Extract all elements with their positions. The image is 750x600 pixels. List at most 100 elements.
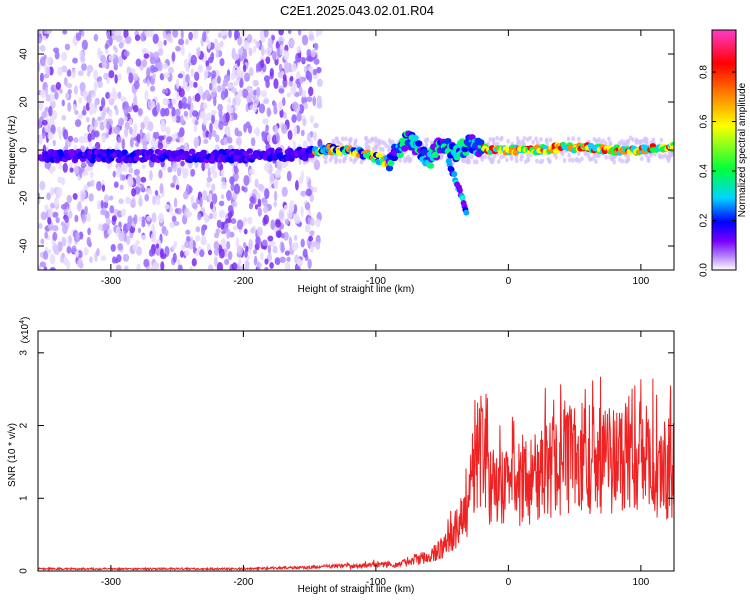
noise-speckle (226, 228, 231, 239)
noise-speckle (39, 56, 46, 67)
noise-speckle (126, 221, 131, 231)
noise-speckle (132, 243, 139, 252)
x-tick-label: 100 (633, 276, 650, 287)
ridge-cell (387, 159, 395, 167)
ridge-halo (352, 159, 356, 165)
noise-speckle (279, 256, 286, 263)
noise-speckle (253, 128, 260, 136)
noise-speckle (202, 31, 207, 43)
noise-speckle (171, 244, 177, 250)
noise-speckle (235, 137, 242, 146)
noise-speckle (204, 89, 211, 99)
noise-speckle (288, 236, 292, 247)
y-tick-label: 20 (19, 96, 30, 108)
noise-speckle (114, 74, 118, 84)
ridge-cell (174, 156, 182, 162)
ridge-halo (571, 136, 575, 142)
ridge-halo (519, 156, 523, 162)
noise-speckle (84, 166, 89, 176)
noise-speckle (305, 175, 310, 182)
noise-speckle (104, 43, 109, 50)
ridge-halo (406, 154, 410, 160)
noise-speckle (121, 138, 125, 150)
noise-speckle (158, 212, 164, 224)
noise-speckle (67, 88, 72, 95)
noise-speckle (298, 76, 304, 84)
noise-speckle (135, 58, 142, 67)
y-tick-label: 0 (19, 147, 30, 153)
ridge-halo (368, 138, 372, 144)
ridge-halo (364, 135, 369, 141)
noise-speckle (39, 134, 43, 146)
noise-speckle (173, 220, 180, 227)
noise-speckle (231, 262, 238, 270)
noise-speckle (185, 229, 191, 235)
noise-speckle (138, 216, 143, 222)
noise-speckle (216, 262, 224, 270)
noise-speckle (141, 220, 146, 228)
noise-speckle (104, 48, 109, 55)
noise-speckle (284, 261, 291, 270)
noise-speckle (255, 40, 260, 49)
noise-speckle (88, 101, 94, 110)
noise-speckle (261, 130, 267, 138)
noise-speckle (230, 87, 237, 93)
noise-speckle (60, 177, 66, 186)
noise-speckle (120, 208, 126, 217)
noise-speckle (93, 80, 98, 92)
noise-speckle (312, 96, 317, 107)
noise-speckle (281, 123, 288, 135)
noise-speckle (315, 241, 321, 250)
noise-speckle (97, 80, 103, 89)
noise-speckle (57, 126, 61, 135)
noise-speckle (286, 256, 291, 262)
noise-speckle (300, 206, 304, 218)
noise-speckle (96, 181, 102, 192)
ridge-halo (499, 154, 503, 160)
noise-speckle (39, 89, 47, 98)
noise-speckle (264, 258, 269, 265)
noise-speckle (232, 53, 240, 61)
noise-speckle (238, 89, 243, 98)
snr-multiplier: (x104) (19, 317, 31, 344)
noise-speckle (87, 132, 92, 142)
ridge-halo (528, 135, 532, 141)
noise-speckle (180, 250, 184, 258)
ridge-halo (353, 138, 358, 144)
noise-speckle (263, 49, 268, 55)
noise-speckle (200, 111, 207, 119)
noise-speckle (100, 255, 107, 262)
noise-speckle (74, 214, 79, 223)
noise-speckle (209, 166, 215, 175)
noise-speckle (42, 35, 47, 41)
noise-speckle (312, 186, 318, 193)
noise-speckle (284, 250, 290, 256)
ridge-halo (638, 139, 642, 145)
noise-speckle (211, 83, 218, 94)
noise-speckle (227, 83, 234, 89)
noise-speckle (195, 234, 201, 242)
noise-speckle (118, 117, 125, 127)
noise-speckle (286, 92, 292, 98)
noise-speckle (62, 30, 68, 35)
noise-speckle (67, 135, 74, 142)
noise-speckle (89, 256, 93, 263)
noise-speckle (133, 214, 138, 225)
ridge-halo (335, 136, 340, 142)
noise-speckle (270, 219, 276, 230)
noise-speckle (294, 242, 299, 250)
ridge-halo (522, 135, 527, 141)
noise-speckle (283, 50, 290, 61)
noise-speckle (209, 122, 213, 133)
ridge-halo (626, 156, 631, 162)
noise-speckle (264, 188, 270, 200)
noise-speckle (213, 241, 220, 250)
noise-speckle (152, 33, 159, 44)
ridge-halo (509, 154, 514, 160)
ridge-halo (612, 159, 617, 165)
noise-speckle (254, 255, 258, 266)
noise-speckle (276, 47, 281, 57)
noise-speckle (298, 86, 303, 97)
noise-speckle (72, 192, 78, 200)
ridge-halo (374, 144, 379, 150)
